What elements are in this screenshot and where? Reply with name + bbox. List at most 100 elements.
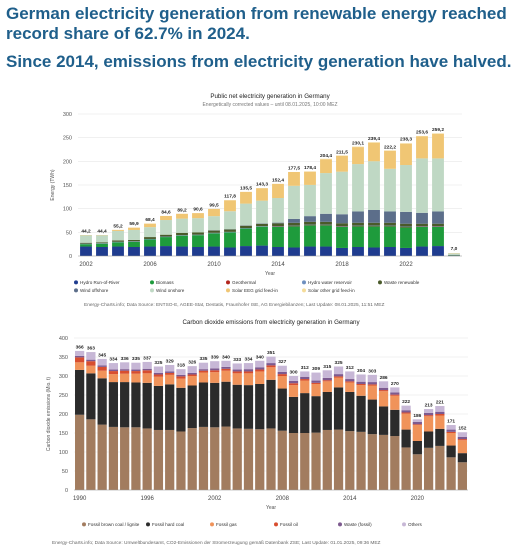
bar-segment-2 bbox=[243, 373, 254, 386]
bar-segment-4 bbox=[80, 242, 92, 244]
bar-segment-0 bbox=[423, 447, 434, 490]
legend-marker bbox=[302, 288, 306, 293]
total-value-label: 7,0 bbox=[451, 246, 458, 252]
bar-segment-4 bbox=[416, 223, 428, 227]
bar-segment-1 bbox=[165, 384, 175, 430]
bar-segment-5 bbox=[390, 387, 400, 393]
bar-segment-0 bbox=[333, 429, 344, 490]
bar-segment-3 bbox=[86, 361, 96, 366]
bar-segment-2 bbox=[120, 373, 130, 383]
bar-segment-2 bbox=[176, 378, 186, 388]
bar-segment-6 bbox=[400, 165, 412, 212]
bar-segment-0 bbox=[288, 433, 299, 490]
bar-segment-0 bbox=[210, 427, 220, 490]
bar-segment-5 bbox=[266, 356, 276, 364]
bar-segment-1 bbox=[96, 243, 108, 248]
bar-segment-1 bbox=[336, 226, 348, 248]
total-value-label: 315 bbox=[323, 364, 331, 370]
bar-segment-0 bbox=[412, 454, 422, 490]
bar-segment-7 bbox=[384, 150, 396, 169]
bar-segment-0 bbox=[446, 457, 456, 490]
bar-segment-5 bbox=[401, 405, 411, 411]
legend-marker bbox=[226, 288, 230, 293]
bar-segment-4 bbox=[423, 412, 434, 416]
bar-segment-5 bbox=[320, 213, 332, 222]
bar-segment-3 bbox=[142, 370, 152, 374]
total-value-label: 333 bbox=[233, 357, 241, 363]
bar-segment-1 bbox=[221, 381, 231, 427]
bar-segment-5 bbox=[300, 371, 310, 377]
bar-segment-5 bbox=[368, 209, 380, 223]
bar-segment-2 bbox=[300, 380, 310, 394]
bar-segment-4 bbox=[153, 372, 164, 375]
legend-label: Fossil oil bbox=[280, 522, 298, 527]
legend-label: Waste (fossil) bbox=[344, 522, 372, 527]
legend-marker bbox=[74, 288, 78, 293]
bar-segment-4 bbox=[86, 359, 96, 362]
bar-segment-1 bbox=[208, 233, 220, 247]
bar-segment-7 bbox=[352, 147, 364, 165]
total-value-label: 222 bbox=[402, 399, 410, 405]
bar-segment-3 bbox=[198, 370, 209, 373]
bar-segment-6 bbox=[176, 218, 188, 233]
bar-segment-4 bbox=[288, 222, 300, 226]
bar-segment-4 bbox=[384, 222, 396, 226]
bar-segment-3 bbox=[176, 376, 186, 379]
total-value-label: 309 bbox=[312, 366, 320, 372]
y-tick-label: 300 bbox=[59, 374, 68, 380]
legend-marker bbox=[402, 522, 406, 527]
x-tick-label: 2014 bbox=[271, 262, 285, 268]
bar-segment-7 bbox=[224, 200, 236, 212]
y-axis-label: Energy (TWh) bbox=[50, 169, 56, 200]
bar-segment-6 bbox=[336, 171, 348, 215]
bar-segment-4 bbox=[96, 242, 108, 244]
bar-segment-5 bbox=[322, 370, 332, 378]
bar-segment-6 bbox=[192, 218, 204, 233]
bar-segment-3 bbox=[390, 394, 400, 396]
legend-label: Others bbox=[408, 522, 422, 527]
bar-segment-1 bbox=[256, 226, 268, 246]
bar-segment-1 bbox=[300, 393, 310, 433]
bar-segment-4 bbox=[412, 421, 422, 425]
bar-segment-2 bbox=[322, 381, 332, 392]
bar-segment-1 bbox=[112, 242, 124, 247]
total-value-label: 327 bbox=[278, 359, 286, 365]
legend-label: Fossil hard coal bbox=[152, 522, 184, 527]
bar-segment-5 bbox=[311, 372, 321, 381]
bar-segment-5 bbox=[336, 214, 348, 224]
total-value-label: 171 bbox=[447, 419, 455, 425]
bar-segment-1 bbox=[187, 385, 197, 429]
bar-segment-7 bbox=[400, 143, 412, 166]
bar-segment-1 bbox=[412, 440, 422, 455]
bar-segment-1 bbox=[322, 391, 332, 430]
total-value-label: 186 bbox=[413, 413, 421, 419]
bar-segment-3 bbox=[120, 370, 130, 374]
bar-segment-0 bbox=[345, 431, 355, 490]
bar-segment-0 bbox=[112, 246, 124, 256]
bar-segment-5 bbox=[416, 212, 428, 224]
bar-segment-2 bbox=[390, 395, 400, 410]
bar-segment-1 bbox=[75, 369, 85, 415]
bar-segment-4 bbox=[457, 436, 467, 440]
bar-segment-2 bbox=[198, 372, 209, 383]
bar-segment-0 bbox=[97, 424, 107, 490]
bar-segment-4 bbox=[367, 382, 377, 385]
bar-segment-3 bbox=[446, 431, 456, 433]
total-value-label: 329 bbox=[166, 358, 174, 364]
bar-segment-5 bbox=[412, 419, 422, 422]
total-value-label: 204,4 bbox=[320, 153, 332, 159]
bar-segment-4 bbox=[266, 363, 276, 366]
y-axis-label: Carbon dioxide emissions (Mio. t) bbox=[46, 377, 52, 452]
bar-segment-0 bbox=[401, 447, 411, 490]
bar-segment-0 bbox=[432, 246, 444, 256]
bar-segment-2 bbox=[457, 440, 467, 454]
y-tick-label: 200 bbox=[59, 412, 68, 418]
bar-segment-1 bbox=[210, 382, 220, 428]
y-tick-label: 400 bbox=[59, 336, 68, 342]
bar-segment-0 bbox=[221, 426, 231, 490]
bar-segment-1 bbox=[86, 373, 96, 420]
bar-segment-1 bbox=[457, 453, 467, 463]
bar-segment-4 bbox=[390, 392, 400, 395]
bar-segment-6 bbox=[144, 227, 156, 238]
bar-segment-1 bbox=[176, 387, 186, 432]
